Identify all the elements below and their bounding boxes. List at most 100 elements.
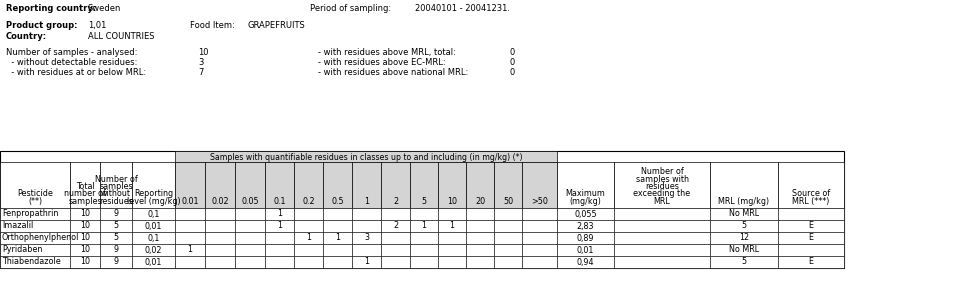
Text: Source of: Source of <box>792 190 830 199</box>
Text: number of: number of <box>64 190 106 199</box>
Bar <box>0 220 70 232</box>
Text: - with residues above EC-MRL:: - with residues above EC-MRL: <box>318 58 445 67</box>
Text: Thiabendazole: Thiabendazole <box>2 257 61 266</box>
Text: Sweden: Sweden <box>88 4 122 13</box>
Bar <box>522 232 557 244</box>
Bar <box>778 244 844 256</box>
Bar <box>494 256 522 268</box>
Text: 1: 1 <box>187 246 192 254</box>
Bar <box>175 208 205 220</box>
Bar <box>100 162 132 208</box>
Text: GRAPEFRUITS: GRAPEFRUITS <box>248 21 306 30</box>
Bar <box>438 256 466 268</box>
Bar <box>381 220 410 232</box>
Text: 5: 5 <box>113 221 119 230</box>
Bar <box>132 244 175 256</box>
Bar <box>614 256 710 268</box>
Bar <box>381 232 410 244</box>
Text: 2,83: 2,83 <box>577 221 594 230</box>
Text: - without detectable residues:: - without detectable residues: <box>6 58 137 67</box>
Bar <box>0 162 70 208</box>
Text: Period of sampling:: Period of sampling: <box>310 4 391 13</box>
Bar <box>778 220 844 232</box>
Text: MRL (***): MRL (***) <box>792 197 830 206</box>
Bar <box>557 208 614 220</box>
Text: residues: residues <box>645 182 679 191</box>
Bar <box>352 208 381 220</box>
Text: exceeding the: exceeding the <box>634 190 691 199</box>
Text: - with residues above MRL, total:: - with residues above MRL, total: <box>318 48 456 57</box>
Bar <box>100 220 132 232</box>
Text: Pyridaben: Pyridaben <box>2 246 43 254</box>
Text: 10: 10 <box>80 210 90 219</box>
Bar <box>265 232 294 244</box>
Bar <box>175 151 557 162</box>
Bar <box>494 244 522 256</box>
Text: Maximum: Maximum <box>565 190 606 199</box>
Bar <box>710 208 778 220</box>
Text: 0.1: 0.1 <box>273 197 286 206</box>
Bar <box>70 162 100 208</box>
Bar <box>294 256 323 268</box>
Text: E: E <box>809 233 813 243</box>
Bar <box>614 220 710 232</box>
Text: 1: 1 <box>364 257 369 266</box>
Bar <box>438 208 466 220</box>
Text: 0: 0 <box>510 48 515 57</box>
Text: - with residues at or below MRL:: - with residues at or below MRL: <box>6 68 146 77</box>
Bar <box>294 208 323 220</box>
Bar <box>235 256 265 268</box>
Text: 1: 1 <box>449 221 454 230</box>
Bar <box>410 162 438 208</box>
Text: Samples with quantifiable residues in classes up to and including (in mg/kg) (*): Samples with quantifiable residues in cl… <box>210 153 523 162</box>
Bar <box>778 232 844 244</box>
Bar <box>466 256 494 268</box>
Bar <box>323 244 352 256</box>
Bar <box>205 256 235 268</box>
Text: Number of: Number of <box>640 167 683 176</box>
Text: Food Item:: Food Item: <box>190 21 235 30</box>
Bar <box>614 208 710 220</box>
Text: 0,055: 0,055 <box>574 210 597 219</box>
Bar <box>205 244 235 256</box>
Bar <box>557 162 614 208</box>
Bar <box>100 256 132 268</box>
Bar <box>494 232 522 244</box>
Text: 10: 10 <box>198 48 209 57</box>
Bar <box>205 162 235 208</box>
Bar <box>265 256 294 268</box>
Text: 0.2: 0.2 <box>302 197 315 206</box>
Text: 1,01: 1,01 <box>88 21 106 30</box>
Bar <box>710 232 778 244</box>
Text: 20040101 - 20041231.: 20040101 - 20041231. <box>415 4 510 13</box>
Bar <box>70 256 100 268</box>
Text: 10: 10 <box>80 233 90 243</box>
Bar <box>557 244 614 256</box>
Text: residues: residues <box>99 197 133 206</box>
Bar <box>466 232 494 244</box>
Text: 50: 50 <box>503 197 513 206</box>
Text: Pesticide: Pesticide <box>17 190 53 199</box>
Bar <box>494 208 522 220</box>
Bar <box>0 244 70 256</box>
Bar <box>381 208 410 220</box>
Text: 5: 5 <box>421 197 427 206</box>
Text: E: E <box>809 257 813 266</box>
Bar <box>175 232 205 244</box>
Text: MRL: MRL <box>654 197 670 206</box>
Bar <box>294 220 323 232</box>
Text: 10: 10 <box>80 257 90 266</box>
Text: 1: 1 <box>421 221 427 230</box>
Bar <box>352 244 381 256</box>
Bar <box>381 256 410 268</box>
Text: 2: 2 <box>393 221 398 230</box>
Text: 10: 10 <box>80 221 90 230</box>
Bar <box>466 162 494 208</box>
Text: Product group:: Product group: <box>6 21 77 30</box>
Text: No MRL: No MRL <box>729 246 759 254</box>
Text: >50: >50 <box>531 197 548 206</box>
Bar <box>522 220 557 232</box>
Bar <box>466 220 494 232</box>
Bar <box>557 256 614 268</box>
Bar <box>323 220 352 232</box>
